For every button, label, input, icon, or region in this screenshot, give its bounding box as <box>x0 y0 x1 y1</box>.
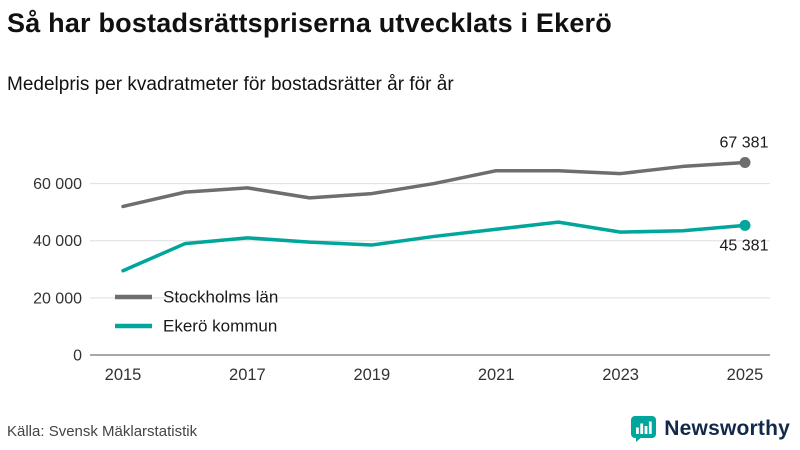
brand-name: Newsworthy <box>664 416 790 440</box>
y-tick-label: 0 <box>73 348 82 365</box>
line-chart: 0 20 000 40 000 60 000 2015 2017 2019 2021 2023 2… <box>33 134 770 384</box>
series-line-0 <box>121 160 747 209</box>
newsworthy-logo: Newsworthy <box>630 415 790 442</box>
y-tick-label: 60 000 <box>33 176 82 193</box>
page-title: Så har bostadsrättspriserna utvecklats i… <box>7 8 612 38</box>
series-line-1 <box>121 220 747 273</box>
newsworthy-chart-bubble-icon <box>631 416 657 442</box>
x-tick-label: 2025 <box>727 366 764 384</box>
legend-label-0: Stockholms län <box>163 288 278 307</box>
x-tick-label: 2021 <box>478 366 515 384</box>
x-tick-label: 2023 <box>602 366 639 384</box>
series-end-label-0: 67 381 <box>720 134 769 151</box>
legend-label-1: Ekerö kommun <box>163 317 277 336</box>
source-text: Källa: Svensk Mäklarstatistik <box>7 423 198 440</box>
y-tick-label: 40 000 <box>33 233 82 250</box>
x-tick-label: 2019 <box>353 366 390 384</box>
x-tick-label: 2015 <box>105 366 142 384</box>
series-end-label-1: 45 381 <box>720 237 769 254</box>
x-tick-label: 2017 <box>229 366 266 384</box>
y-tick-label: 20 000 <box>33 290 82 307</box>
page-subtitle: Medelpris per kvadratmeter för bostadsrä… <box>7 74 454 95</box>
series-endpoint-0 <box>739 156 751 168</box>
series-endpoint-1 <box>739 219 751 231</box>
